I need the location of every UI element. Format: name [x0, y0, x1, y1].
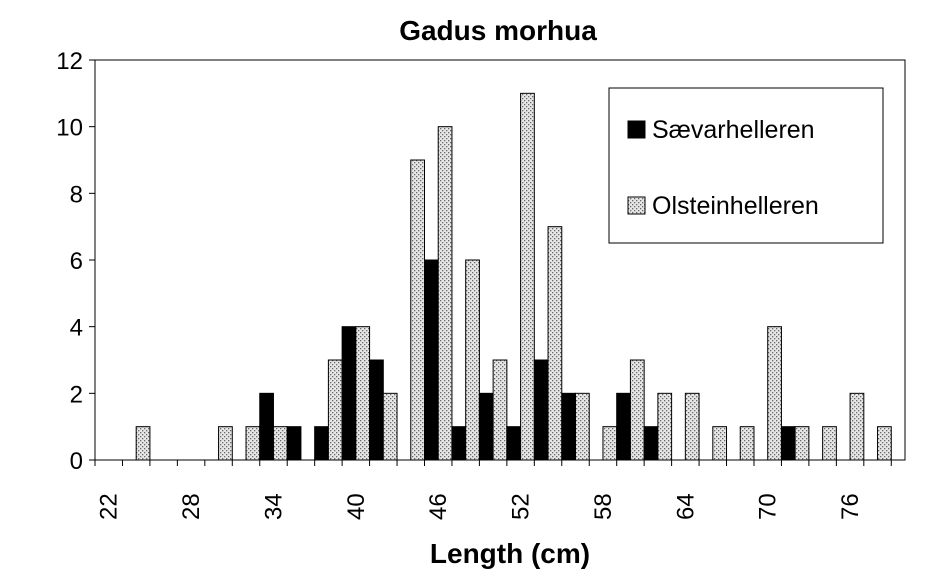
bar-olsteinhelleren-74	[822, 426, 837, 461]
bar-saevarhelleren-50	[478, 392, 494, 461]
bar-saevarhelleren-36	[286, 426, 302, 461]
bar-olsteinhelleren-62	[657, 392, 673, 461]
bar-olsteinhelleren-56	[575, 392, 590, 461]
bar-olsteinhelleren-48	[465, 259, 480, 461]
bar-olsteinhelleren-24	[135, 426, 151, 461]
bar-saevarhelleren-52	[506, 426, 522, 461]
bar-olsteinhelleren-68	[739, 426, 755, 461]
legend-label-olsteinhelleren: Olsteinhelleren	[652, 192, 819, 220]
y-tick-label: 2	[70, 381, 83, 408]
bar-saevarhelleren-40	[341, 326, 357, 461]
y-tick-label: 0	[70, 448, 83, 475]
x-tick-label: 70	[755, 493, 782, 520]
bar-saevarhelleren-34	[259, 392, 274, 461]
bar-olsteinhelleren-40	[355, 326, 371, 461]
x-axis-title: Length (cm)	[430, 538, 590, 569]
x-axis: 22 28 34 40 46 52 58 64 70 76	[94, 459, 905, 520]
bar-olsteinhelleren-32	[245, 426, 261, 461]
bar-saevarhelleren-46	[423, 259, 439, 461]
bar-olsteinhelleren-72	[794, 426, 810, 461]
bar-olsteinhelleren-64	[684, 392, 700, 461]
bar-olsteinhelleren-46	[437, 126, 453, 461]
bar-olsteinhelleren-54	[547, 226, 563, 461]
chart-title: Gadus morhua	[399, 15, 597, 46]
legend-label-saevarhelleren: Sævarhelleren	[652, 116, 815, 144]
bar-olsteinhelleren-58	[602, 426, 618, 461]
bar-olsteinhelleren-34	[272, 426, 288, 461]
legend-box	[608, 87, 884, 244]
y-tick-label: 12	[56, 48, 83, 75]
bar-saevarhelleren-72	[780, 426, 796, 461]
bar-saevarhelleren-54	[533, 359, 549, 461]
bar-olsteinhelleren-30	[218, 426, 233, 461]
bar-olsteinhelleren-52	[520, 92, 535, 461]
y-tick-label: 6	[70, 248, 83, 275]
legend-swatch-olsteinhelleren	[627, 196, 646, 215]
x-tick-label: 40	[343, 493, 370, 520]
y-tick-label: 8	[70, 181, 83, 208]
x-tick-label: 76	[837, 493, 864, 520]
y-axis: 0 2 4 6 8 10 12	[56, 48, 96, 475]
y-tick-label: 10	[56, 115, 83, 142]
bar-olsteinhelleren-42	[382, 392, 398, 461]
bar-olsteinhelleren-76	[849, 392, 865, 461]
x-tick-label: 52	[508, 493, 535, 520]
bar-olsteinhelleren-66	[712, 426, 728, 461]
bar-olsteinhelleren-38	[327, 359, 343, 461]
x-tick-label: 58	[590, 493, 617, 520]
x-tick-label: 34	[260, 493, 287, 520]
x-tick-label: 64	[672, 493, 699, 520]
bar-olsteinhelleren-60	[629, 359, 645, 461]
bar-saevarhelleren-62	[643, 426, 659, 461]
bars	[135, 92, 892, 461]
bar-saevarhelleren-48	[451, 426, 467, 461]
bar-saevarhelleren-42	[369, 359, 384, 461]
bar-olsteinhelleren-70	[767, 326, 782, 461]
bar-saevarhelleren-38	[314, 426, 329, 461]
bar-olsteinhelleren-78	[877, 426, 892, 461]
bar-olsteinhelleren-44	[410, 159, 425, 461]
bar-olsteinhelleren-50	[492, 359, 508, 461]
y-tick-label: 4	[70, 315, 83, 342]
x-tick-label: 22	[96, 493, 123, 520]
legend: Sævarhelleren Olsteinhelleren	[608, 87, 884, 244]
bar-saevarhelleren-60	[616, 392, 631, 461]
bar-saevarhelleren-56	[561, 392, 577, 461]
x-tick-label: 46	[425, 493, 452, 520]
x-tick-label: 28	[178, 493, 205, 520]
legend-swatch-saevarhelleren	[627, 120, 646, 139]
